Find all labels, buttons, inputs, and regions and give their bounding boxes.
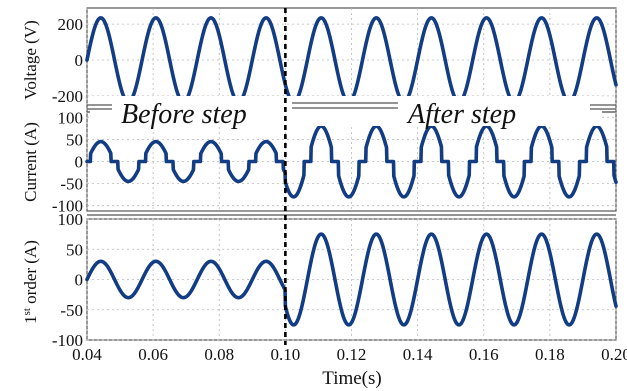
y-tick-label: 50 [66,130,83,149]
after-step-annotation: After step [406,99,516,130]
before-step-annotation: Before step [121,99,247,130]
x-tick-labels: 0.04 0.06 0.08 0.10 0.12 0.14 0.16 0.18 0.20 [72,345,627,364]
y-tick-label: -50 [60,175,83,194]
annotation-band [87,96,616,126]
x-axis-label: Time(s) [322,368,381,389]
trace-panel-3 [85,232,618,327]
y-tick-label: 0 [75,153,84,172]
y-tick-label: 200 [58,15,84,34]
y-tick-label: 0 [75,271,84,290]
y-tick-label: 100 [58,210,84,229]
x-tick-label: 0.12 [337,345,367,364]
x-tick-label: 0.14 [403,345,433,364]
grid-lines [86,8,617,341]
x-tick-label: 0.08 [204,345,234,364]
y-tick-label: -100 [52,331,83,350]
y-tick-label: 50 [66,240,83,259]
first-order-axis-label: 1st order (A) [21,240,40,324]
y-tick-label: -200 [52,87,83,106]
voltage-axis-label: Voltage (V) [21,20,40,99]
x-tick-label: 0.18 [535,345,565,364]
y-tick-label: 0 [75,51,84,70]
x-tick-label: 0.20 [601,345,627,364]
x-tick-label: 0.10 [271,345,301,364]
x-tick-label: 0.04 [72,345,102,364]
y-tick-label: -100 [52,197,83,216]
trace-panel-2 [85,124,618,199]
x-tick-label: 0.06 [138,345,168,364]
current-axis-label: Current (A) [21,122,40,202]
x-tick-label: 0.16 [469,345,499,364]
y-tick-label: -50 [60,301,83,320]
y-tick-label: 100 [58,108,84,127]
